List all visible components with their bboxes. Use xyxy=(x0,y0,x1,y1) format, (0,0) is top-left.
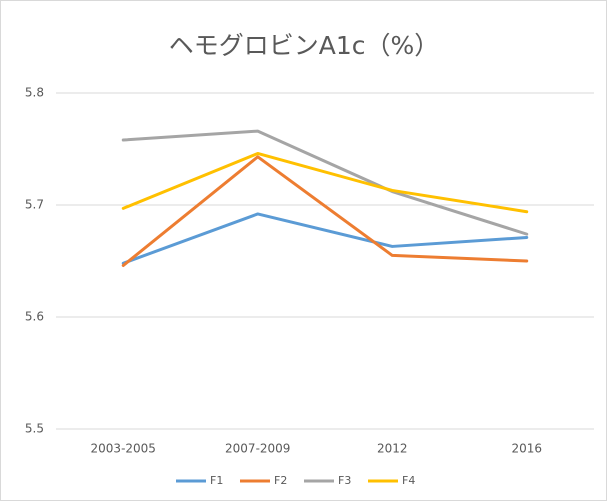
x-tick-label: 2007-2009 xyxy=(225,442,290,456)
line-series xyxy=(121,155,529,267)
x-tick-label: 2016 xyxy=(511,442,542,456)
y-tick-label: 5.7 xyxy=(25,198,44,212)
y-tick-label: 5.5 xyxy=(25,422,44,436)
chart-title: ヘモグロビンA1c（%） xyxy=(169,31,440,60)
line-series xyxy=(121,212,529,265)
x-tick-label: 2012 xyxy=(377,442,408,456)
y-tick-label: 5.8 xyxy=(25,86,44,100)
legend-label: F4 xyxy=(402,474,415,487)
x-tick-label: 2003-2005 xyxy=(91,442,156,456)
line-series xyxy=(121,151,529,214)
legend-label: F2 xyxy=(274,474,287,487)
line-series xyxy=(121,129,529,236)
legend-label: F3 xyxy=(338,474,351,487)
y-tick-label: 5.6 xyxy=(25,310,44,324)
legend-label: F1 xyxy=(210,474,223,487)
